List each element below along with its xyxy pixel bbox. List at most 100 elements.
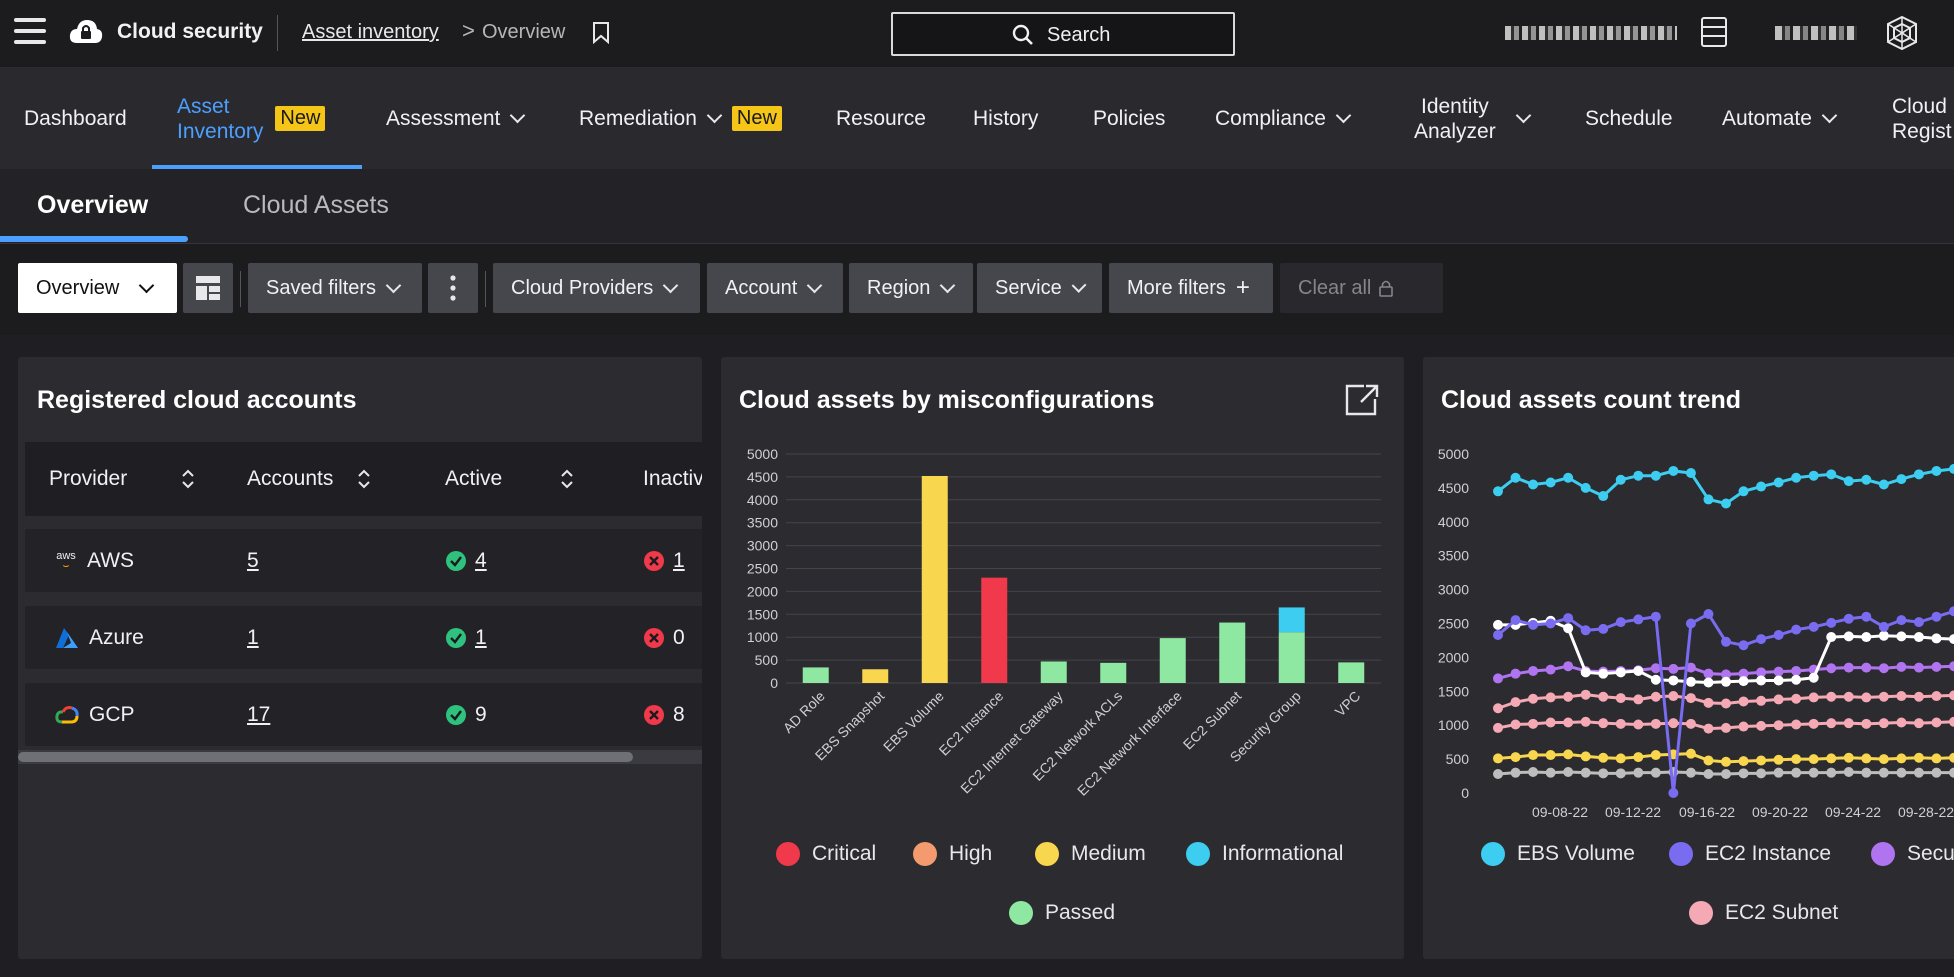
- active-count-link[interactable]: 4: [475, 549, 487, 572]
- more-filters-button[interactable]: More filters +: [1109, 263, 1273, 313]
- breadcrumb-asset-inventory[interactable]: Asset inventory: [302, 21, 439, 43]
- legend-swatch: [1669, 842, 1693, 866]
- data-point: [1721, 769, 1731, 780]
- nav-automate[interactable]: Automate: [1722, 68, 1838, 169]
- region-filter[interactable]: Region: [849, 263, 973, 313]
- accounts-cell[interactable]: 17: [247, 703, 270, 727]
- data-point: [1826, 617, 1837, 628]
- data-point: [1808, 718, 1819, 729]
- data-point: [1563, 623, 1574, 634]
- nav-asset-inventory[interactable]: Asset Inventory New: [177, 68, 326, 169]
- legend-item[interactable]: Medium: [1035, 842, 1146, 866]
- scrollbar-thumb[interactable]: [18, 752, 633, 762]
- nav-policies[interactable]: Policies: [1093, 106, 1166, 130]
- data-point: [1580, 716, 1591, 727]
- search-box[interactable]: Search: [891, 12, 1235, 56]
- data-point: [1633, 614, 1644, 625]
- nav-active-indicator: [152, 165, 362, 169]
- inactive-cell[interactable]: 1: [643, 549, 685, 573]
- data-point: [1528, 665, 1539, 676]
- nav-identity-analyzer[interactable]: Identity Analyzer: [1414, 68, 1531, 169]
- accounts-count-link[interactable]: 17: [247, 703, 271, 726]
- table-row[interactable]: Azure 1 1 0: [25, 606, 702, 669]
- y-tick-label: 0: [770, 675, 778, 691]
- y-tick-label: 5000: [1438, 446, 1469, 462]
- data-point: [1580, 751, 1591, 762]
- view-select-value: Overview: [36, 276, 120, 299]
- nav-schedule[interactable]: Schedule: [1585, 106, 1673, 130]
- legend-item[interactable]: Secur: [1871, 842, 1954, 866]
- accounts-count-link[interactable]: 5: [247, 549, 259, 572]
- nav-dashboard[interactable]: Dashboard: [24, 106, 127, 130]
- check-circle-icon: [446, 628, 466, 648]
- server-icon[interactable]: [1700, 16, 1728, 48]
- legend-item[interactable]: Critical: [776, 842, 876, 866]
- nav-compliance[interactable]: Compliance: [1215, 68, 1352, 169]
- data-point: [1633, 719, 1644, 730]
- company-logo-icon[interactable]: [1884, 15, 1920, 51]
- nav-assessment[interactable]: Assessment: [386, 68, 526, 169]
- layout-button[interactable]: [183, 263, 233, 313]
- legend-item[interactable]: EC2 Subnet: [1689, 901, 1838, 925]
- accounts-cell[interactable]: 1: [247, 626, 259, 650]
- horizontal-scrollbar[interactable]: [18, 750, 702, 764]
- data-point: [1949, 767, 1954, 778]
- data-point: [1738, 696, 1749, 707]
- column-header-inactive[interactable]: Inactiv: [643, 467, 702, 490]
- hamburger-menu-icon[interactable]: [14, 18, 46, 48]
- azure-logo-icon: [56, 628, 78, 648]
- data-point: [1615, 693, 1626, 704]
- data-point: [1773, 767, 1784, 778]
- chevron-down-icon: [510, 107, 526, 124]
- tab-active-indicator: [0, 236, 188, 242]
- data-point: [1756, 675, 1767, 686]
- nav-remediation[interactable]: Remediation New: [579, 68, 782, 169]
- provider-name: GCP: [89, 703, 135, 726]
- tab-overview[interactable]: Overview: [37, 191, 149, 219]
- data-point: [1843, 691, 1854, 702]
- data-point: [1949, 463, 1954, 474]
- active-count-link[interactable]: 1: [475, 626, 487, 649]
- column-header-provider[interactable]: Provider: [49, 467, 195, 491]
- misconfigurations-card: Cloud assets by misconfigurations 0 500 10…: [721, 357, 1404, 959]
- nav-cloud-registration[interactable]: Cloud Regist: [1892, 68, 1952, 169]
- column-header-accounts[interactable]: Accounts: [247, 467, 371, 491]
- accounts-cell[interactable]: 5: [247, 549, 259, 573]
- nav-resource[interactable]: Resource: [836, 106, 926, 130]
- sort-icon[interactable]: [181, 468, 195, 490]
- service-filter[interactable]: Service: [977, 263, 1102, 313]
- data-point: [1913, 752, 1924, 763]
- data-point: [1528, 766, 1539, 777]
- data-point: [1615, 768, 1626, 779]
- inactive-count-link[interactable]: 1: [673, 549, 685, 572]
- y-tick-label: 2500: [1438, 616, 1469, 632]
- data-point: [1949, 634, 1954, 645]
- nav-history[interactable]: History: [973, 106, 1039, 130]
- tab-cloud-assets[interactable]: Cloud Assets: [243, 191, 389, 219]
- saved-filters-dropdown[interactable]: Saved filters: [248, 263, 422, 313]
- legend-item[interactable]: High: [913, 842, 992, 866]
- more-options-button[interactable]: [428, 263, 478, 313]
- table-row[interactable]: aws ⌣ AWS 5 4 1: [25, 529, 702, 592]
- data-point: [1721, 636, 1731, 647]
- active-cell[interactable]: 1: [445, 626, 487, 650]
- clear-all-button[interactable]: Clear all: [1280, 263, 1443, 313]
- legend-item[interactable]: Informational: [1186, 842, 1343, 866]
- aws-logo-text: aws: [56, 550, 76, 562]
- data-point: [1843, 718, 1854, 729]
- active-cell[interactable]: 4: [445, 549, 487, 573]
- view-select[interactable]: Overview: [18, 263, 177, 313]
- legend-item[interactable]: Passed: [1009, 901, 1115, 925]
- table-row[interactable]: GCP 17 9 8: [25, 683, 702, 746]
- legend-item[interactable]: EBS Volume: [1481, 842, 1635, 866]
- data-point: [1633, 767, 1644, 778]
- bookmark-icon[interactable]: [592, 22, 610, 44]
- export-icon[interactable]: [1344, 383, 1380, 417]
- accounts-count-link[interactable]: 1: [247, 626, 259, 649]
- account-filter[interactable]: Account: [707, 263, 843, 313]
- column-header-active[interactable]: Active: [445, 467, 574, 491]
- sort-icon[interactable]: [560, 468, 574, 490]
- cloud-providers-filter[interactable]: Cloud Providers: [493, 263, 700, 313]
- legend-item[interactable]: EC2 Instance: [1669, 842, 1831, 866]
- sort-icon[interactable]: [357, 468, 371, 490]
